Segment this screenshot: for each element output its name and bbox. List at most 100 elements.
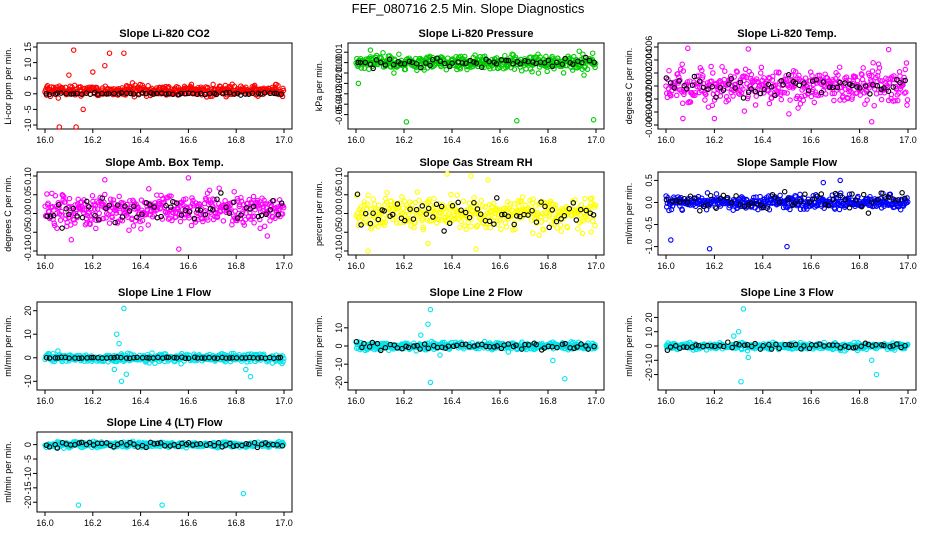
x-tick-label: 17.0 xyxy=(275,261,293,271)
data-point xyxy=(721,76,728,83)
data-point xyxy=(697,65,704,71)
data-point xyxy=(102,177,108,183)
y-tick-label: 20 xyxy=(644,312,654,322)
data-point xyxy=(460,198,467,204)
data-point xyxy=(732,85,738,91)
data-point xyxy=(370,65,376,72)
data-point xyxy=(88,217,95,223)
data-point xyxy=(78,91,85,97)
x-tick-label: 17.0 xyxy=(275,518,293,528)
data-point xyxy=(576,48,582,54)
data-point xyxy=(706,246,713,252)
data-point xyxy=(713,94,719,100)
data-point xyxy=(355,80,362,87)
y-tick-label: 10 xyxy=(23,58,33,68)
y-tick-label: -0.05 xyxy=(23,222,33,243)
data-point xyxy=(402,66,409,73)
data-point xyxy=(697,208,703,214)
y-tick-label: 0 xyxy=(23,355,33,360)
data-point xyxy=(90,211,97,218)
data-point xyxy=(139,90,146,96)
data-point xyxy=(116,193,122,200)
data-point xyxy=(784,90,790,96)
x-tick-label: 16.4 xyxy=(754,135,772,145)
data-point xyxy=(849,94,855,100)
series xyxy=(43,89,284,98)
data-point xyxy=(518,68,525,74)
data-point xyxy=(733,193,739,199)
data-point xyxy=(219,90,226,97)
data-point xyxy=(498,226,504,233)
data-point xyxy=(367,61,374,68)
data-point xyxy=(864,97,870,103)
panel-title: Slope Sample Flow xyxy=(737,157,838,169)
data-point xyxy=(43,91,49,97)
y-tick-label: -5 xyxy=(23,105,33,113)
data-point xyxy=(378,59,384,66)
y-tick-label: -0.002 xyxy=(644,86,654,112)
x-tick-label: 16.8 xyxy=(539,135,557,145)
data-point xyxy=(837,79,843,86)
data-point xyxy=(130,223,137,229)
data-point xyxy=(778,96,785,103)
y-tick-label: 10 xyxy=(23,329,33,339)
y-tick-label: 0.00 xyxy=(334,54,344,72)
data-point xyxy=(894,76,900,83)
data-point xyxy=(836,78,842,85)
x-tick-label: 17.0 xyxy=(899,261,917,271)
data-point xyxy=(720,87,727,93)
x-tick-label: 16.0 xyxy=(347,261,365,271)
data-point xyxy=(752,102,759,108)
data-point xyxy=(64,219,70,226)
data-point xyxy=(888,91,895,98)
y-tick-label: -20 xyxy=(334,376,344,389)
data-point xyxy=(885,46,892,53)
data-point xyxy=(399,194,405,200)
data-point xyxy=(711,97,718,103)
data-point xyxy=(390,62,397,68)
data-point xyxy=(874,73,881,79)
panel-title: Slope Line 3 Flow xyxy=(741,287,834,299)
data-point xyxy=(471,194,477,201)
data-point xyxy=(699,67,705,74)
data-point xyxy=(437,352,443,358)
data-point xyxy=(668,237,674,243)
data-point xyxy=(745,354,752,361)
data-point xyxy=(789,77,795,84)
x-tick-label: 16.2 xyxy=(706,135,724,145)
data-point xyxy=(874,83,881,89)
data-point xyxy=(427,53,433,60)
data-point xyxy=(558,228,565,234)
data-point xyxy=(522,58,528,64)
data-point xyxy=(903,60,910,66)
data-point xyxy=(843,74,850,80)
data-point xyxy=(862,101,868,107)
data-point xyxy=(691,73,698,80)
y-tick-label: -0.04 xyxy=(334,94,344,115)
series xyxy=(353,171,599,254)
data-point xyxy=(685,45,691,52)
data-point xyxy=(62,199,68,205)
y-axis-label: degrees C per min. xyxy=(624,48,634,125)
y-tick-label: 0.004 xyxy=(644,49,654,72)
data-point xyxy=(689,82,696,88)
data-point xyxy=(478,64,485,70)
data-point xyxy=(589,50,596,56)
data-point xyxy=(788,72,795,79)
x-tick-label: 16.4 xyxy=(754,261,772,271)
data-point xyxy=(876,64,883,71)
data-point xyxy=(549,53,555,60)
data-point xyxy=(370,196,376,202)
data-point xyxy=(138,225,144,232)
series xyxy=(355,54,597,72)
data-point xyxy=(877,77,883,84)
y-tick-label: -0.10 xyxy=(334,241,344,262)
data-point xyxy=(139,217,146,224)
x-tick-label: 16.6 xyxy=(180,135,198,145)
data-point xyxy=(397,60,404,67)
y-tick-label: -10 xyxy=(23,375,33,388)
data-point xyxy=(52,193,59,199)
x-tick-label: 16.4 xyxy=(132,135,150,145)
